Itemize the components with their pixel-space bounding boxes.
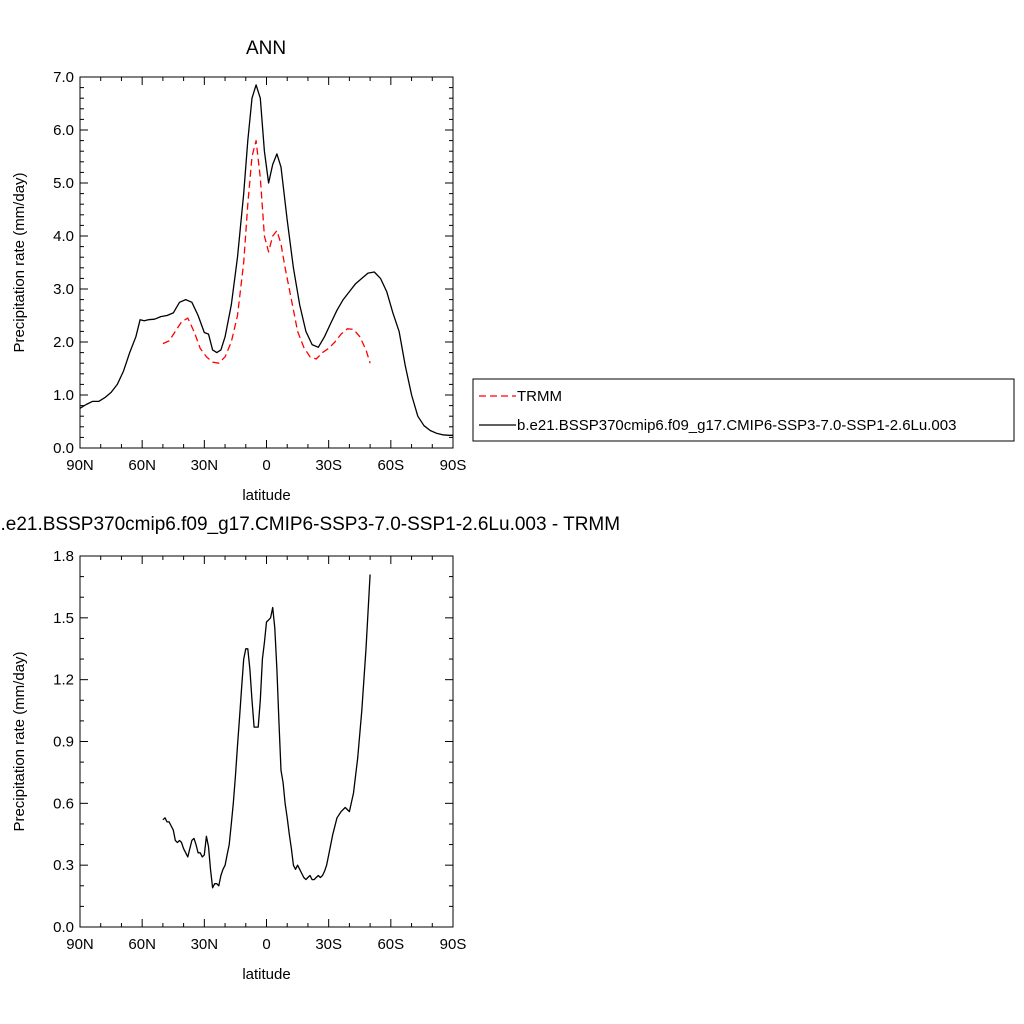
chart-title: b.e21.BSSP370cmip6.f09_g17.CMIP6-SSP3-7.… (0, 514, 620, 535)
series-line-1 (162, 139, 371, 364)
x-tick-label: 90N (66, 936, 94, 953)
y-tick-label: 1.0 (53, 387, 74, 404)
chart-panel-1: ANN 90N 60N 30N 0 30S 60S 90S 0.0 1.0 2.0 3.0 4.0 5.0… (11, 38, 1015, 504)
x-tick-label: 90N (66, 457, 94, 474)
chart-panel-2: b.e21.BSSP370cmip6.f09_g17.CMIP6-SSP3-7.… (0, 514, 620, 983)
chart-title: ANN (246, 38, 286, 59)
x-tick-label: 30S (315, 936, 342, 953)
series-group (162, 574, 371, 889)
x-tick-label: 60N (128, 936, 156, 953)
y-tick-label: 0.3 (53, 857, 74, 874)
x-tick-label: 60N (128, 457, 156, 474)
x-tick-label: 60S (377, 457, 404, 474)
x-tick-label: 90S (440, 457, 467, 474)
x-axis-label: latitude (242, 966, 290, 983)
y-tick-label: 0.0 (53, 919, 74, 936)
series-line-2 (80, 84, 453, 436)
x-tick-label: 30N (191, 936, 219, 953)
legend-entry-2: b.e21.BSSP370cmip6.f09_g17.CMIP6-SSP3-7.… (517, 417, 956, 434)
y-tick-label: 4.0 (53, 228, 74, 245)
charts-layer: ANN 90N 60N 30N 0 30S 60S 90S 0.0 1.0 2.0 3.0 4.0 5.0… (0, 38, 1015, 983)
x-tick-label: 30N (191, 457, 219, 474)
y-tick-label: 3.0 (53, 281, 74, 298)
legend-entry-1: TRMM (517, 388, 562, 405)
y-axis-label: Precipitation rate (mm/day) (11, 651, 28, 831)
x-tick-label: 90S (440, 936, 467, 953)
y-tick-label: 1.8 (53, 548, 74, 565)
y-tick-label: 1.2 (53, 672, 74, 689)
y-tick-label: 2.0 (53, 334, 74, 351)
x-tick-label: 0 (262, 457, 270, 474)
y-tick-label: 5.0 (53, 175, 74, 192)
y-tick-label: 0.9 (53, 734, 74, 751)
y-axis-label: Precipitation rate (mm/day) (11, 172, 28, 352)
legend-box (472, 378, 1015, 442)
x-tick-label: 0 (262, 936, 270, 953)
series-group (80, 84, 453, 436)
y-tick-label: 0.6 (53, 795, 74, 812)
legend: TRMM b.e21.BSSP370cmip6.f09_g17.CMIP6-SSP… (472, 378, 1015, 442)
x-tick-label: 60S (377, 936, 404, 953)
y-tick-label: 0.0 (53, 440, 74, 457)
y-tick-label: 6.0 (53, 122, 74, 139)
x-tick-label: 30S (315, 457, 342, 474)
x-axis-label: latitude (242, 487, 290, 504)
y-tick-label: 1.5 (53, 610, 74, 627)
y-tick-label: 7.0 (53, 69, 74, 86)
series-line-1 (162, 574, 371, 889)
